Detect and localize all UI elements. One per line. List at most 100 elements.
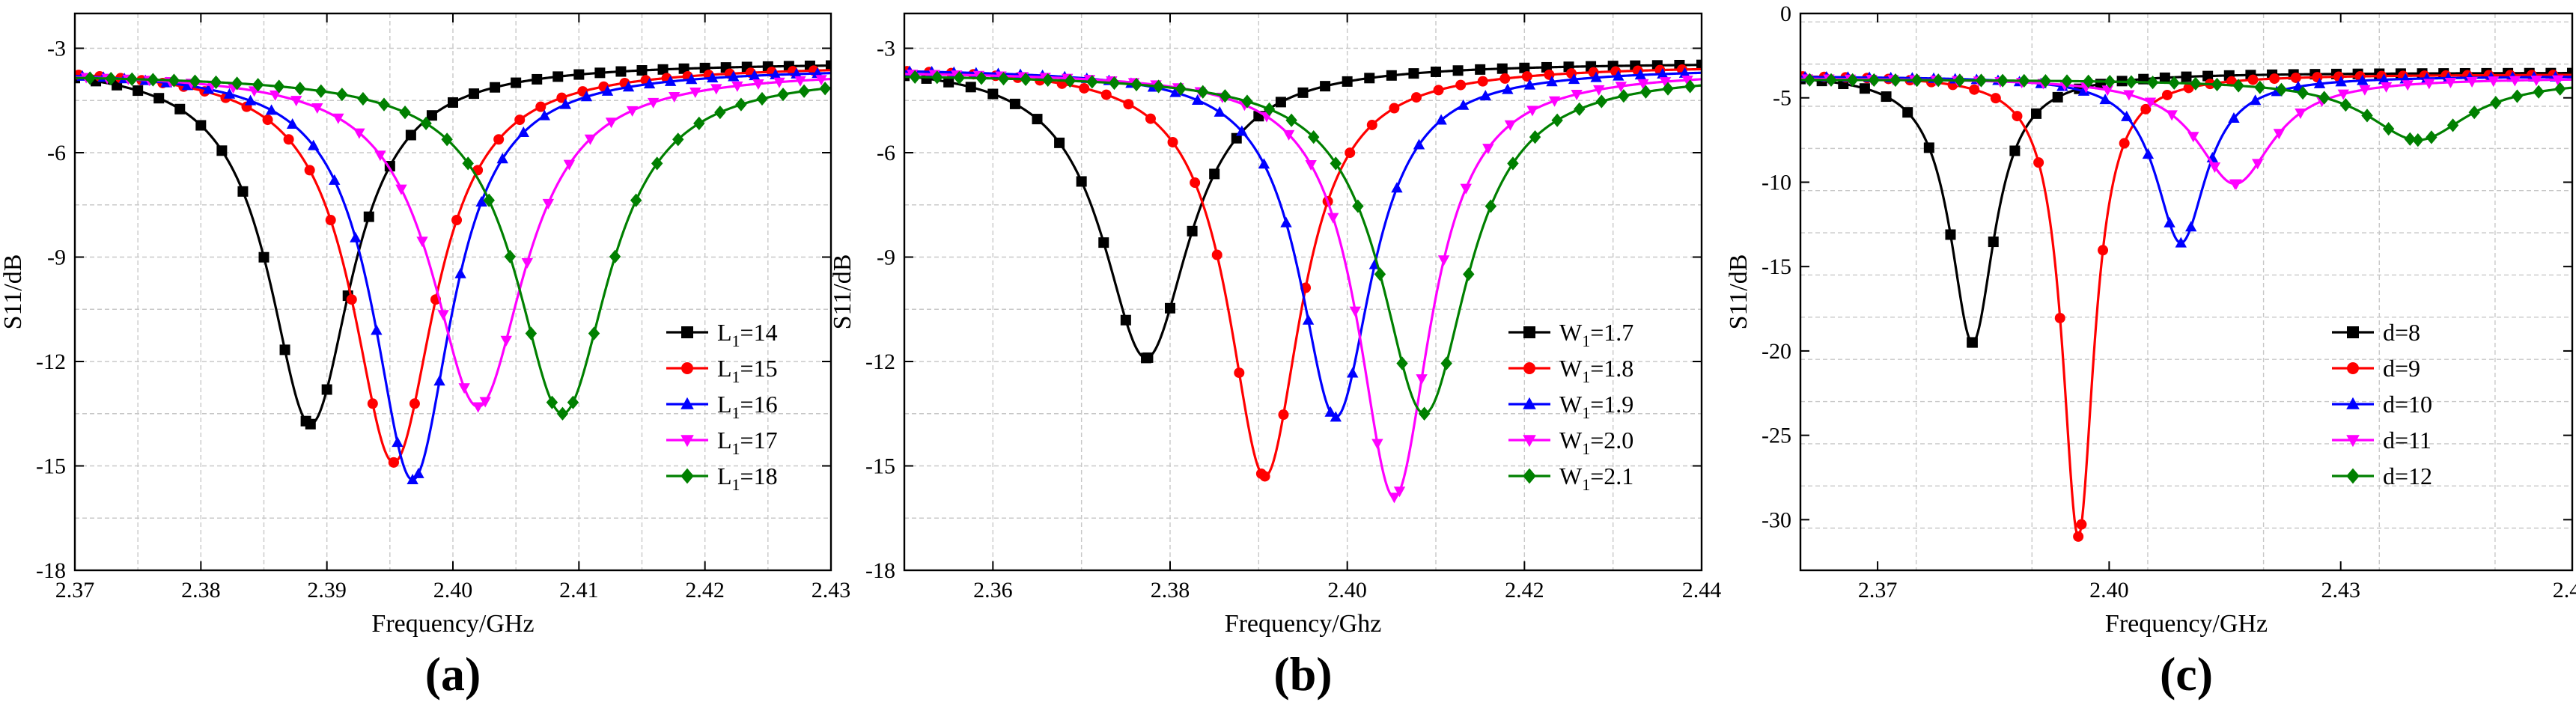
legend: W1=1.7 W1=1.8 W1=1.9 W1=2.0 W1=2.1	[1508, 319, 1633, 494]
data-point	[2297, 85, 2309, 100]
legend-label: L1=14	[717, 319, 778, 350]
legend-marker	[1523, 397, 1536, 409]
y-tick-label: -15	[1762, 254, 1791, 279]
legend-marker	[1523, 362, 1535, 374]
data-point	[1009, 98, 1020, 109]
data-point	[1546, 76, 1558, 87]
legend-marker	[2347, 362, 2359, 374]
legend-marker	[680, 435, 694, 448]
series-d=9	[1800, 70, 2572, 542]
data-point	[521, 257, 534, 269]
x-tick-label: 2.42	[685, 578, 725, 602]
x-tick-label: 2.43	[2321, 578, 2360, 602]
data-point	[1076, 176, 1087, 187]
data-point	[2378, 73, 2390, 85]
data-point	[1910, 73, 1923, 88]
data-point	[1167, 137, 1178, 148]
data-point	[1308, 130, 1320, 144]
data-point	[1969, 84, 1980, 95]
data-point	[2168, 76, 2180, 90]
data-point	[710, 84, 722, 95]
data-point	[1108, 76, 1121, 91]
data-point	[1123, 99, 1134, 110]
y-tick-label: -5	[1773, 86, 1791, 111]
data-point	[374, 150, 386, 162]
legend-marker	[681, 362, 693, 374]
legend-label: L1=18	[717, 463, 778, 494]
legend-label: W1=2.0	[1559, 427, 1633, 458]
data-point	[605, 118, 618, 129]
data-point	[1457, 99, 1470, 110]
data-point	[1214, 106, 1225, 117]
data-point	[2187, 132, 2199, 143]
data-point	[1347, 367, 1359, 378]
data-point	[2380, 82, 2393, 93]
y-tick-label: -9	[877, 245, 895, 270]
data-point	[1234, 367, 1245, 379]
legend-label: d=8	[2383, 319, 2420, 346]
data-point	[546, 395, 558, 409]
data-point	[2232, 79, 2244, 93]
data-point	[2275, 82, 2288, 97]
series-L1=17	[75, 73, 831, 413]
y-tick-label: -3	[47, 37, 66, 61]
data-point	[244, 94, 257, 106]
data-point	[1211, 249, 1222, 260]
data-point	[1678, 67, 1691, 78]
data-point	[1521, 71, 1532, 82]
legend-marker	[1523, 468, 1536, 484]
data-point	[580, 91, 593, 102]
data-point	[448, 97, 458, 108]
data-point	[2490, 96, 2502, 110]
data-point	[2077, 85, 2090, 96]
legend-label: W1=2.1	[1559, 463, 1633, 494]
data-point	[2076, 519, 2087, 530]
data-point	[1079, 82, 1090, 94]
data-point	[1437, 255, 1450, 266]
data-point	[2181, 71, 2192, 82]
x-tick-label: 2.38	[1151, 578, 1190, 602]
data-point	[1507, 156, 1519, 171]
data-point	[1825, 73, 1837, 87]
legend-label: d=11	[2383, 427, 2432, 454]
data-point	[283, 134, 294, 145]
data-point	[1945, 229, 1956, 240]
data-point	[311, 103, 323, 114]
data-point	[975, 71, 987, 85]
data-point	[195, 120, 207, 131]
data-point	[2119, 138, 2130, 149]
data-point	[909, 70, 921, 84]
data-point	[279, 344, 290, 356]
data-point	[1389, 103, 1400, 114]
data-point	[770, 68, 782, 79]
data-point	[2567, 67, 2572, 79]
y-tick-label: -15	[865, 454, 895, 479]
series-line	[75, 76, 831, 415]
data-point	[1209, 168, 1220, 180]
data-point	[2146, 76, 2159, 90]
data-point	[1191, 94, 1204, 105]
data-point	[1145, 113, 1156, 124]
data-point	[532, 73, 543, 85]
data-point	[2337, 89, 2349, 100]
data-point	[1568, 73, 1580, 85]
legend: d=8 d=9 d=10 d=11 d=12	[2332, 319, 2432, 489]
data-point	[552, 71, 564, 82]
data-point	[1890, 73, 1901, 88]
data-point	[664, 75, 677, 86]
data-point	[1868, 73, 1880, 88]
y-tick-label: -18	[36, 558, 66, 583]
legend-label: d=9	[2383, 355, 2420, 382]
data-point	[105, 71, 117, 86]
data-point	[2361, 109, 2373, 123]
data-point	[1032, 114, 1043, 125]
data-point	[2423, 79, 2435, 90]
data-point	[815, 75, 827, 86]
data-point	[1169, 86, 1181, 97]
data-point	[511, 77, 522, 88]
data-point	[294, 82, 306, 96]
data-point	[636, 65, 648, 76]
data-point	[395, 184, 407, 195]
data-point	[594, 67, 606, 79]
x-tick-label: 2.37	[1858, 578, 1898, 602]
